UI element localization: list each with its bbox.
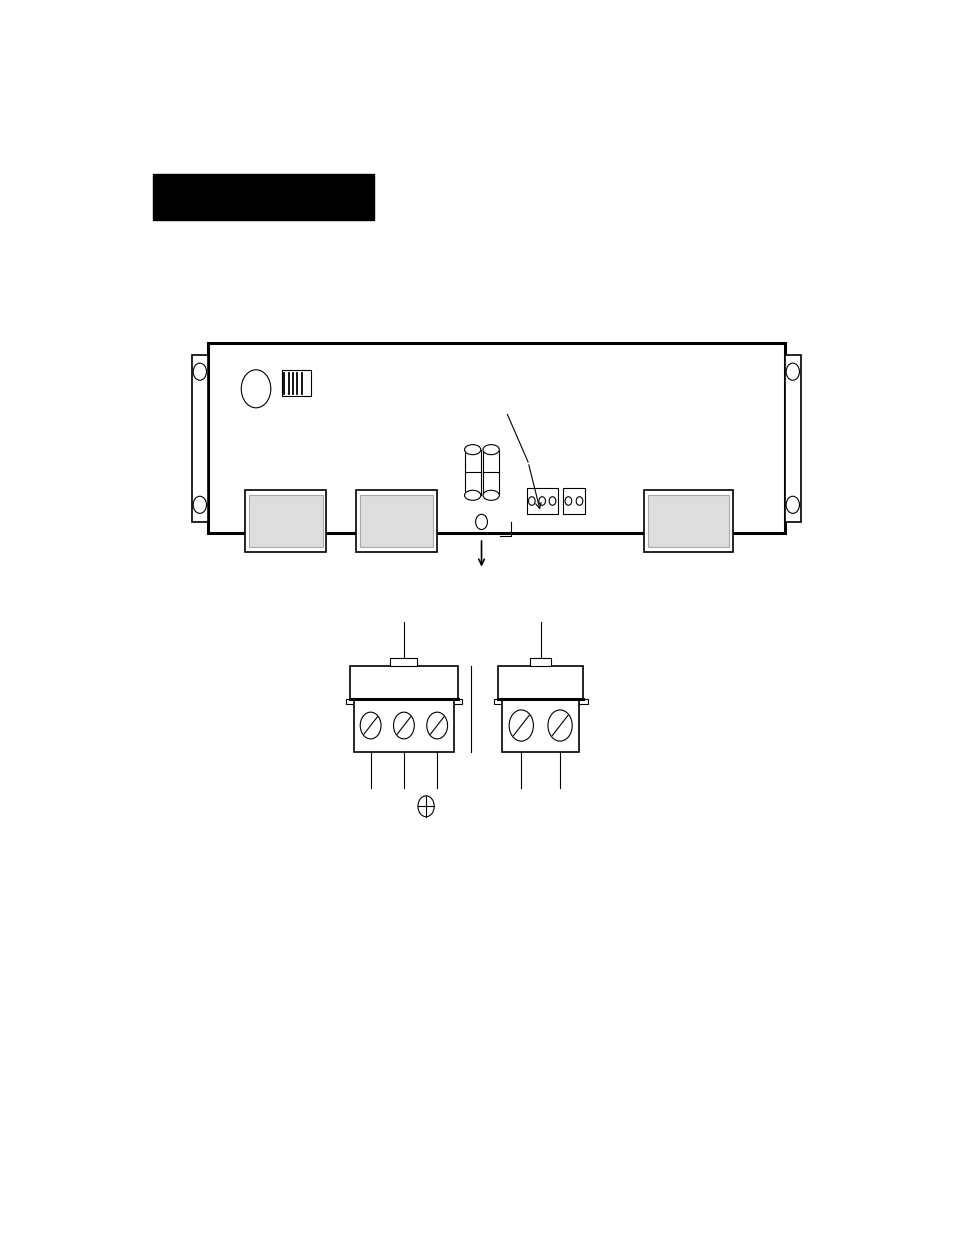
- Bar: [783, 354, 801, 522]
- Bar: [464, 450, 480, 495]
- Bar: [192, 354, 208, 522]
- Bar: [152, 174, 374, 220]
- Bar: [562, 488, 584, 514]
- Circle shape: [785, 496, 799, 514]
- Bar: [346, 699, 461, 704]
- Circle shape: [564, 496, 571, 505]
- Circle shape: [785, 363, 799, 380]
- Circle shape: [528, 496, 535, 505]
- Circle shape: [509, 710, 533, 741]
- Circle shape: [547, 710, 572, 741]
- Bar: [249, 495, 322, 547]
- Circle shape: [476, 514, 487, 530]
- Circle shape: [193, 496, 206, 514]
- Bar: [501, 699, 578, 752]
- Bar: [359, 495, 433, 547]
- Bar: [526, 488, 558, 514]
- Ellipse shape: [464, 490, 480, 500]
- Bar: [482, 450, 498, 495]
- Bar: [208, 343, 783, 534]
- Ellipse shape: [482, 490, 498, 500]
- Bar: [497, 667, 582, 699]
- Circle shape: [241, 369, 271, 408]
- Ellipse shape: [464, 445, 480, 454]
- Circle shape: [538, 496, 545, 505]
- Bar: [355, 490, 436, 552]
- Circle shape: [360, 713, 380, 739]
- Bar: [354, 699, 454, 752]
- Bar: [647, 495, 728, 547]
- Circle shape: [393, 713, 414, 739]
- Bar: [282, 369, 311, 396]
- Bar: [494, 699, 587, 704]
- Bar: [245, 490, 326, 552]
- Bar: [530, 658, 551, 667]
- Circle shape: [426, 713, 447, 739]
- Ellipse shape: [482, 445, 498, 454]
- Circle shape: [417, 795, 434, 816]
- Bar: [390, 658, 416, 667]
- Bar: [643, 490, 732, 552]
- Circle shape: [576, 496, 582, 505]
- Bar: [350, 667, 457, 699]
- Circle shape: [193, 363, 206, 380]
- Circle shape: [549, 496, 556, 505]
